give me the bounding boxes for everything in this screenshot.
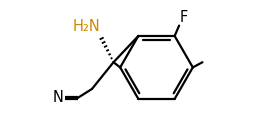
Text: H₂N: H₂N [72,19,100,34]
Text: F: F [180,10,188,25]
Text: N: N [53,90,64,105]
